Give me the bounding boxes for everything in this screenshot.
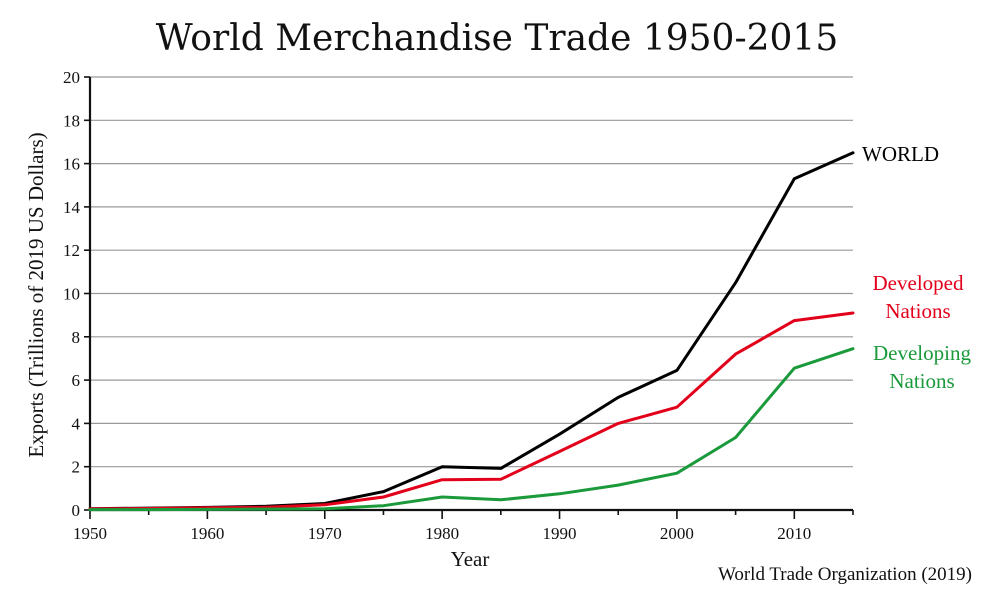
y-tick-label: 8 — [72, 328, 81, 347]
series-labels: WORLD Developed Nations Developing Nations — [862, 142, 971, 393]
series-label-3: Developing Nations — [873, 341, 971, 393]
y-axis-title: Exports (Trillions of 2019 US Dollars) — [24, 132, 48, 457]
series-line-3 — [88, 347, 855, 512]
x-tick-label: 1950 — [73, 524, 107, 543]
x-tick-label: 2000 — [660, 524, 694, 543]
series-label-line: WORLD — [862, 142, 939, 166]
y-tick-label: 4 — [72, 414, 81, 433]
y-tick-label: 6 — [72, 371, 81, 390]
source-note: World Trade Organization (2019) — [718, 564, 972, 585]
gridlines — [90, 76, 853, 468]
axes — [84, 76, 854, 519]
series-line-1 — [88, 151, 855, 511]
y-tick-label: 20 — [63, 68, 80, 87]
x-tick-label: 1990 — [543, 524, 577, 543]
x-tick-label: 1970 — [308, 524, 342, 543]
series-label-line: Developing — [873, 341, 971, 365]
series-label-line: Nations — [889, 369, 954, 393]
y-tick-label: 0 — [72, 501, 81, 520]
tick-labels: 0 2 4 6 8 10 12 14 16 18 20 1950 1960 1970 1980 1990 200… — [63, 68, 811, 543]
x-axis-title: Year — [451, 547, 490, 571]
y-tick-label: 16 — [63, 155, 80, 174]
y-tick-label: 10 — [63, 285, 80, 304]
y-tick-label: 14 — [63, 198, 81, 217]
series-lines — [88, 151, 855, 512]
x-tick-label: 1960 — [190, 524, 224, 543]
series-label-line: Nations — [885, 299, 950, 323]
y-tick-label: 2 — [72, 458, 81, 477]
series-label-2: Developed Nations — [873, 271, 964, 323]
x-tick-label: 1980 — [425, 524, 459, 543]
x-tick-label: 2010 — [777, 524, 811, 543]
series-line-2 — [88, 311, 855, 511]
series-label-line: Developed — [873, 271, 964, 295]
series-label-1: WORLD — [862, 142, 939, 166]
y-tick-label: 12 — [63, 241, 80, 260]
chart-title: World Merchandise Trade 1950-2015 — [156, 18, 838, 59]
y-tick-label: 18 — [63, 111, 80, 130]
